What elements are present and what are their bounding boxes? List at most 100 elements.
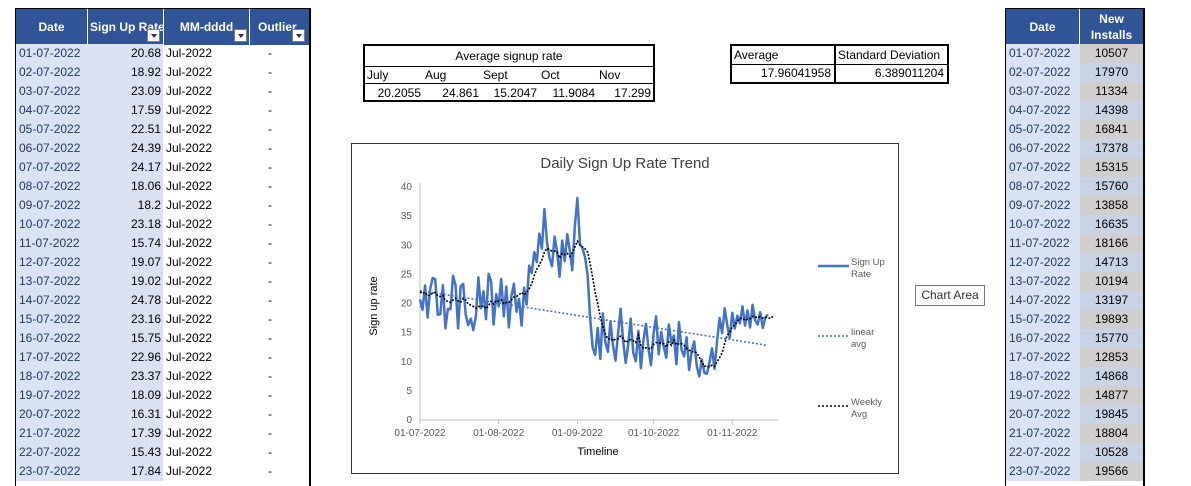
date-cell[interactable]: 15-07-2022 [16, 310, 88, 329]
new-installs-cell[interactable]: 15315 [1080, 158, 1143, 177]
filter-dropdown-icon[interactable] [147, 29, 160, 42]
sign-up-rate-cell[interactable]: 23.18 [88, 215, 163, 234]
date-cell[interactable]: 19-07-2022 [16, 386, 88, 405]
date-cell[interactable]: 07-07-2022 [1006, 158, 1080, 177]
outlier-cell[interactable]: - [268, 293, 272, 307]
outlier-cell[interactable]: - [268, 255, 272, 269]
date-cell[interactable]: 04-07-2022 [16, 101, 88, 120]
date-cell[interactable]: 06-07-2022 [16, 139, 88, 158]
sign-up-rate-cell[interactable]: 17.84 [88, 462, 163, 481]
new-installs-cell[interactable]: 16841 [1080, 120, 1143, 139]
column-header-date[interactable]: Date [1006, 9, 1080, 45]
new-installs-cell[interactable]: 14877 [1080, 386, 1143, 405]
date-cell[interactable]: 12-07-2022 [16, 253, 88, 272]
outlier-cell[interactable]: - [268, 369, 272, 383]
date-cell[interactable]: 05-07-2022 [16, 120, 88, 139]
mm-dddd-cell[interactable]: Jul-2022 [166, 464, 213, 478]
outlier-cell[interactable]: - [268, 103, 272, 117]
mm-dddd-cell[interactable]: Jul-2022 [166, 122, 213, 136]
date-cell[interactable]: 10-07-2022 [16, 215, 88, 234]
new-installs-cell[interactable]: 10507 [1080, 44, 1143, 63]
mm-dddd-cell[interactable]: Jul-2022 [166, 103, 213, 117]
new-installs-cell[interactable]: 13858 [1080, 196, 1143, 215]
new-installs-cell[interactable]: 12853 [1080, 348, 1143, 367]
date-cell[interactable]: 11-07-2022 [1006, 234, 1080, 253]
column-header-sign-up-rate[interactable]: Sign Up Rate [88, 9, 164, 45]
chart-area[interactable]: Daily Sign Up Rate Trend Timeline Sign u… [351, 143, 899, 474]
mm-dddd-cell[interactable]: Jul-2022 [166, 407, 213, 421]
mm-dddd-cell[interactable]: Jul-2022 [166, 331, 213, 345]
mm-dddd-cell[interactable]: Jul-2022 [166, 293, 213, 307]
mm-dddd-cell[interactable]: Jul-2022 [166, 426, 213, 440]
mm-dddd-cell[interactable]: Jul-2022 [166, 369, 213, 383]
outlier-cell[interactable]: - [268, 179, 272, 193]
date-cell[interactable]: 22-07-2022 [16, 443, 88, 462]
new-installs-cell[interactable]: 15760 [1080, 177, 1143, 196]
outlier-cell[interactable]: - [268, 407, 272, 421]
date-cell[interactable]: 14-07-2022 [1006, 291, 1080, 310]
outlier-cell[interactable]: - [268, 426, 272, 440]
mm-dddd-cell[interactable]: Jul-2022 [166, 236, 213, 250]
sign-up-rate-cell[interactable]: 22.51 [88, 120, 163, 139]
date-cell[interactable]: 12-07-2022 [1006, 253, 1080, 272]
sign-up-rate-cell[interactable]: 20.68 [88, 44, 163, 63]
sign-up-rate-cell[interactable]: 18.06 [88, 177, 163, 196]
mm-dddd-cell[interactable]: Jul-2022 [166, 46, 213, 60]
date-cell[interactable]: 21-07-2022 [1006, 424, 1080, 443]
outlier-cell[interactable]: - [268, 236, 272, 250]
sign-up-rate-cell[interactable]: 24.39 [88, 139, 163, 158]
mm-dddd-cell[interactable]: Jul-2022 [166, 255, 213, 269]
date-cell[interactable]: 16-07-2022 [16, 329, 88, 348]
mm-dddd-cell[interactable]: Jul-2022 [166, 350, 213, 364]
new-installs-cell[interactable]: 10194 [1080, 272, 1143, 291]
date-cell[interactable]: 01-07-2022 [16, 44, 88, 63]
sign-up-rate-cell[interactable]: 15.74 [88, 234, 163, 253]
date-cell[interactable]: 15-07-2022 [1006, 310, 1080, 329]
new-installs-cell[interactable]: 10528 [1080, 443, 1143, 462]
filter-dropdown-icon[interactable] [292, 29, 305, 42]
date-cell[interactable]: 17-07-2022 [16, 348, 88, 367]
outlier-cell[interactable]: - [268, 122, 272, 136]
sign-up-rate-cell[interactable]: 23.16 [88, 310, 163, 329]
sign-up-rate-cell[interactable]: 18.09 [88, 386, 163, 405]
outlier-cell[interactable]: - [268, 331, 272, 345]
date-cell[interactable]: 08-07-2022 [1006, 177, 1080, 196]
date-cell[interactable]: 18-07-2022 [16, 367, 88, 386]
mm-dddd-cell[interactable]: Jul-2022 [166, 84, 213, 98]
mm-dddd-cell[interactable]: Jul-2022 [166, 274, 213, 288]
mm-dddd-cell[interactable]: Jul-2022 [166, 198, 213, 212]
date-cell[interactable]: 02-07-2022 [1006, 63, 1080, 82]
outlier-cell[interactable]: - [268, 46, 272, 60]
column-header-new-installs[interactable]: New Installs [1080, 9, 1143, 45]
outlier-cell[interactable]: - [268, 464, 272, 478]
outlier-cell[interactable]: - [268, 141, 272, 155]
new-installs-cell[interactable]: 18804 [1080, 424, 1143, 443]
sign-up-rate-cell[interactable]: 24.78 [88, 291, 163, 310]
mm-dddd-cell[interactable]: Jul-2022 [166, 312, 213, 326]
date-cell[interactable]: 20-07-2022 [1006, 405, 1080, 424]
new-installs-cell[interactable]: 15770 [1080, 329, 1143, 348]
date-cell[interactable]: 14-07-2022 [16, 291, 88, 310]
date-cell[interactable]: 05-07-2022 [1006, 120, 1080, 139]
filter-dropdown-icon[interactable] [234, 29, 247, 42]
new-installs-cell[interactable]: 17970 [1080, 63, 1143, 82]
date-cell[interactable]: 18-07-2022 [1006, 367, 1080, 386]
new-installs-cell[interactable]: 19845 [1080, 405, 1143, 424]
sign-up-rate-cell[interactable]: 15.43 [88, 443, 163, 462]
new-installs-cell[interactable]: 14398 [1080, 101, 1143, 120]
date-cell[interactable]: 16-07-2022 [1006, 329, 1080, 348]
new-installs-cell[interactable]: 16635 [1080, 215, 1143, 234]
mm-dddd-cell[interactable]: Jul-2022 [166, 179, 213, 193]
mm-dddd-cell[interactable]: Jul-2022 [166, 217, 213, 231]
sign-up-rate-cell[interactable]: 16.31 [88, 405, 163, 424]
outlier-cell[interactable]: - [268, 274, 272, 288]
date-cell[interactable]: 23-07-2022 [1006, 462, 1080, 481]
new-installs-cell[interactable]: 14868 [1080, 367, 1143, 386]
new-installs-cell[interactable]: 13197 [1080, 291, 1143, 310]
sign-up-rate-cell[interactable]: 24.17 [88, 158, 163, 177]
date-cell[interactable]: 07-07-2022 [16, 158, 88, 177]
outlier-cell[interactable]: - [268, 388, 272, 402]
mm-dddd-cell[interactable]: Jul-2022 [166, 160, 213, 174]
mm-dddd-cell[interactable]: Jul-2022 [166, 445, 213, 459]
date-cell[interactable]: 22-07-2022 [1006, 443, 1080, 462]
